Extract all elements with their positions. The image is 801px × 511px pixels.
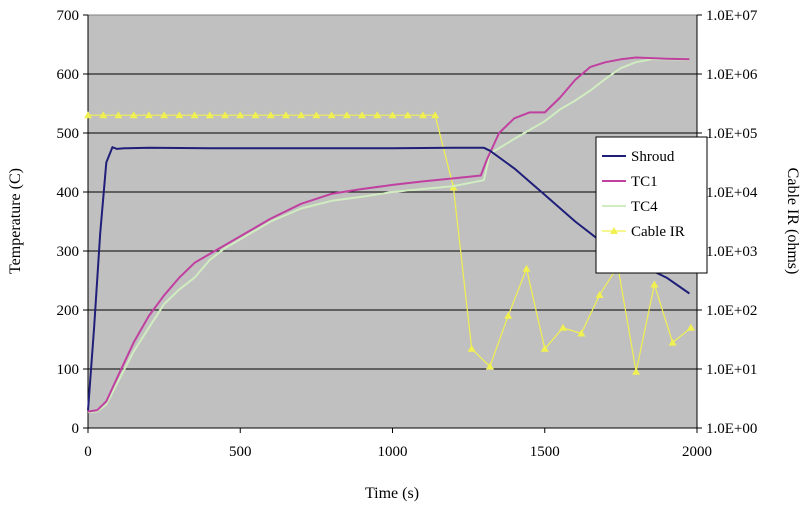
data-point-cable-ir	[297, 111, 306, 119]
y-tick-label: 0	[72, 421, 80, 437]
data-point-cable-ir	[266, 111, 275, 119]
data-point-cable-ir	[160, 111, 169, 119]
data-point-cable-ir	[312, 111, 321, 119]
y-tick-label: 100	[57, 362, 80, 378]
y-tick-label: 200	[57, 303, 80, 319]
series-layer	[84, 56, 695, 414]
data-point-cable-ir	[403, 111, 412, 119]
legend-marker-cable-ir	[610, 227, 618, 234]
tick-labels: 0 100 200 300 400 500 600 700 1.0E+00 1.0E+01 1.0E…	[57, 8, 758, 460]
data-point-cable-ir	[114, 111, 123, 119]
legend: Shroud TC1 TC4 Cable IR	[595, 136, 708, 274]
y-tick-label: 300	[57, 244, 80, 260]
data-point-cable-ir	[358, 111, 367, 119]
data-point-cable-ir	[236, 111, 245, 119]
data-point-cable-ir	[431, 111, 440, 119]
x-tick-label: 2000	[682, 444, 712, 460]
data-point-cable-ir	[205, 111, 214, 119]
y-axis-title: Temperature (C)	[7, 168, 24, 274]
legend-label-cable-ir: Cable IR	[631, 224, 685, 240]
legend-label-shroud: Shroud	[631, 149, 675, 165]
data-point-cable-ir	[221, 111, 230, 119]
data-point-cable-ir	[467, 344, 476, 352]
data-point-cable-ir	[504, 311, 513, 319]
y2-tick-label: 1.0E+02	[706, 303, 757, 319]
y-tick-label: 700	[57, 8, 80, 24]
data-point-cable-ir	[668, 338, 677, 346]
data-point-cable-ir	[595, 290, 604, 298]
data-point-cable-ir	[327, 111, 336, 119]
series-line-tc1	[87, 56, 690, 413]
y-tick-label: 400	[57, 185, 80, 201]
series-line-tc4	[87, 58, 690, 414]
series-line-shroud	[87, 146, 690, 411]
legend-items: Shroud TC1 TC4 Cable IR	[602, 149, 685, 240]
y2-tick-label: 1.0E+07	[706, 8, 758, 24]
x-tick-label: 1500	[530, 444, 560, 460]
data-point-cable-ir	[650, 280, 659, 288]
data-point-cable-ir	[373, 111, 382, 119]
y2-tick-label: 1.0E+04	[706, 185, 758, 201]
x-axis-title: Time (s)	[365, 485, 419, 502]
series-line-cable-ir	[88, 114, 692, 373]
data-point-cable-ir	[418, 111, 427, 119]
data-point-cable-ir	[144, 111, 153, 119]
y2-tick-label: 1.0E+01	[706, 362, 757, 378]
data-point-cable-ir	[540, 344, 549, 352]
data-point-cable-ir	[388, 111, 397, 119]
data-point-cable-ir	[577, 329, 586, 337]
data-point-cable-ir	[190, 111, 199, 119]
x-tick-label: 0	[84, 444, 92, 460]
legend-label-tc1: TC1	[631, 174, 658, 190]
y-tick-label: 600	[57, 67, 80, 83]
y2-tick-label: 1.0E+05	[706, 126, 757, 142]
data-point-cable-ir	[175, 111, 184, 119]
data-point-cable-ir	[84, 111, 92, 119]
y2-tick-label: 1.0E+00	[706, 421, 757, 437]
data-point-cable-ir	[281, 111, 290, 119]
data-point-cable-ir	[251, 111, 260, 119]
data-point-cable-ir	[342, 111, 351, 119]
y-tick-label: 500	[57, 126, 80, 142]
y2-tick-label: 1.0E+06	[706, 67, 758, 83]
data-point-cable-ir	[632, 367, 641, 375]
data-point-cable-ir	[485, 362, 494, 370]
data-point-cable-ir	[522, 264, 531, 272]
data-point-cable-ir	[559, 323, 568, 331]
y2-axis-title: Cable IR (ohms)	[784, 168, 801, 275]
data-point-cable-ir	[686, 323, 695, 331]
x-tick-label: 1000	[378, 444, 408, 460]
y2-tick-label: 1.0E+03	[706, 244, 757, 260]
data-point-cable-ir	[99, 111, 108, 119]
data-point-cable-ir	[129, 111, 138, 119]
x-tick-label: 500	[229, 444, 252, 460]
legend-label-tc4: TC4	[631, 199, 658, 215]
